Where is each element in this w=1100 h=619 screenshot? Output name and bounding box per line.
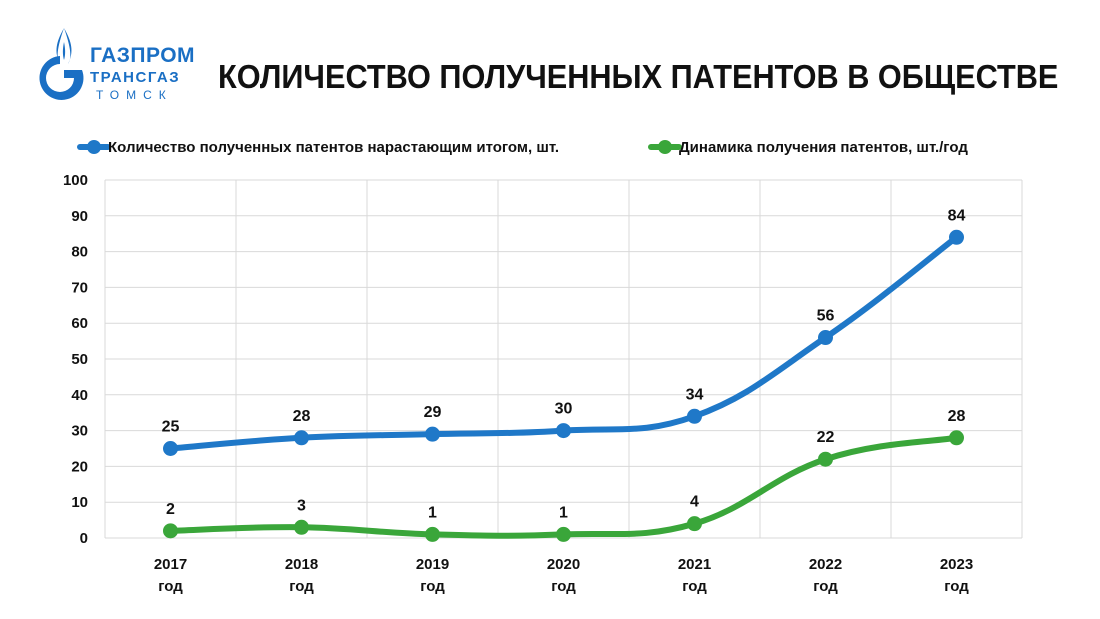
company-logo: ГАЗПРОМ ТРАНСГАЗ ТОМСК	[30, 22, 205, 112]
data-point-1	[949, 229, 964, 245]
data-point-1	[556, 423, 571, 439]
logo-line-1: ГАЗПРОМ	[90, 44, 196, 67]
data-label-2: 4	[690, 494, 699, 511]
data-label-2: 1	[428, 504, 437, 521]
data-label-2: 22	[817, 429, 835, 446]
data-point-1	[163, 441, 178, 456]
y-tick-label: 0	[80, 530, 88, 547]
x-tick-label: 2019 год	[416, 556, 449, 595]
data-point-2	[294, 519, 309, 535]
data-label-2: 1	[559, 504, 568, 521]
data-point-1	[425, 426, 440, 442]
chart-grid	[104, 179, 1023, 539]
data-label-1: 25	[162, 419, 180, 436]
chart-series	[163, 229, 964, 542]
data-label-1: 28	[293, 408, 311, 425]
y-tick-label: 10	[71, 494, 88, 511]
data-point-1	[687, 408, 702, 424]
y-tick-label: 90	[71, 208, 88, 225]
y-tick-label: 60	[71, 315, 88, 332]
data-point-2	[949, 430, 964, 446]
y-tick-label: 50	[71, 351, 88, 368]
x-tick-label: 2017 год	[154, 556, 187, 595]
x-tick-label: 2020 год	[547, 556, 580, 595]
data-label-1: 56	[817, 308, 835, 325]
data-point-1	[818, 330, 833, 346]
data-label-1: 84	[948, 207, 966, 224]
x-tick-label: 2021 год	[678, 556, 711, 595]
data-point-1	[294, 430, 309, 446]
data-label-2: 28	[948, 408, 966, 425]
data-point-2	[163, 523, 178, 539]
y-tick-label: 80	[71, 244, 88, 261]
x-tick-label: 2018 год	[285, 556, 318, 595]
legend-marker-2	[658, 140, 672, 154]
y-tick-label: 40	[71, 387, 88, 404]
x-tick-label: 2022 год	[809, 556, 842, 595]
data-point-2	[687, 516, 702, 532]
legend-label-2: Динамика получения патентов, шт./год	[679, 139, 968, 156]
data-point-2	[425, 526, 440, 542]
page-title: КОЛИЧЕСТВО ПОЛУЧЕННЫХ ПАТЕНТОВ В ОБЩЕСТВ…	[218, 58, 1059, 95]
logo-line-3: ТОМСК	[96, 88, 173, 102]
y-tick-label: 30	[71, 423, 88, 440]
data-point-2	[556, 526, 571, 542]
data-label-1: 30	[555, 401, 573, 418]
x-tick-label: 2023 год	[940, 556, 973, 595]
y-tick-label: 70	[71, 279, 88, 296]
data-label-1: 34	[686, 386, 704, 403]
y-tick-label: 100	[63, 172, 88, 189]
data-point-2	[818, 451, 833, 467]
chart-legend: Количество полученных патентов нарастающ…	[77, 139, 968, 156]
data-label-2: 3	[297, 497, 306, 514]
logo-line-2: ТРАНСГАЗ	[90, 69, 181, 86]
chart-data-labels: 25 28 29 30 34 56 84 2 3 1 1 4 22 28	[162, 207, 966, 521]
chart-axes: 0 10 20 30 40 50 60 70 80 90 100 2017 год 2018 год 2019…	[63, 172, 973, 595]
flame-logo-icon	[39, 28, 84, 100]
y-tick-label: 20	[71, 458, 88, 475]
legend-marker-1	[87, 140, 101, 154]
data-label-2: 2	[166, 501, 175, 518]
data-label-1: 29	[424, 404, 442, 421]
legend-label-1: Количество полученных патентов нарастающ…	[108, 139, 559, 156]
